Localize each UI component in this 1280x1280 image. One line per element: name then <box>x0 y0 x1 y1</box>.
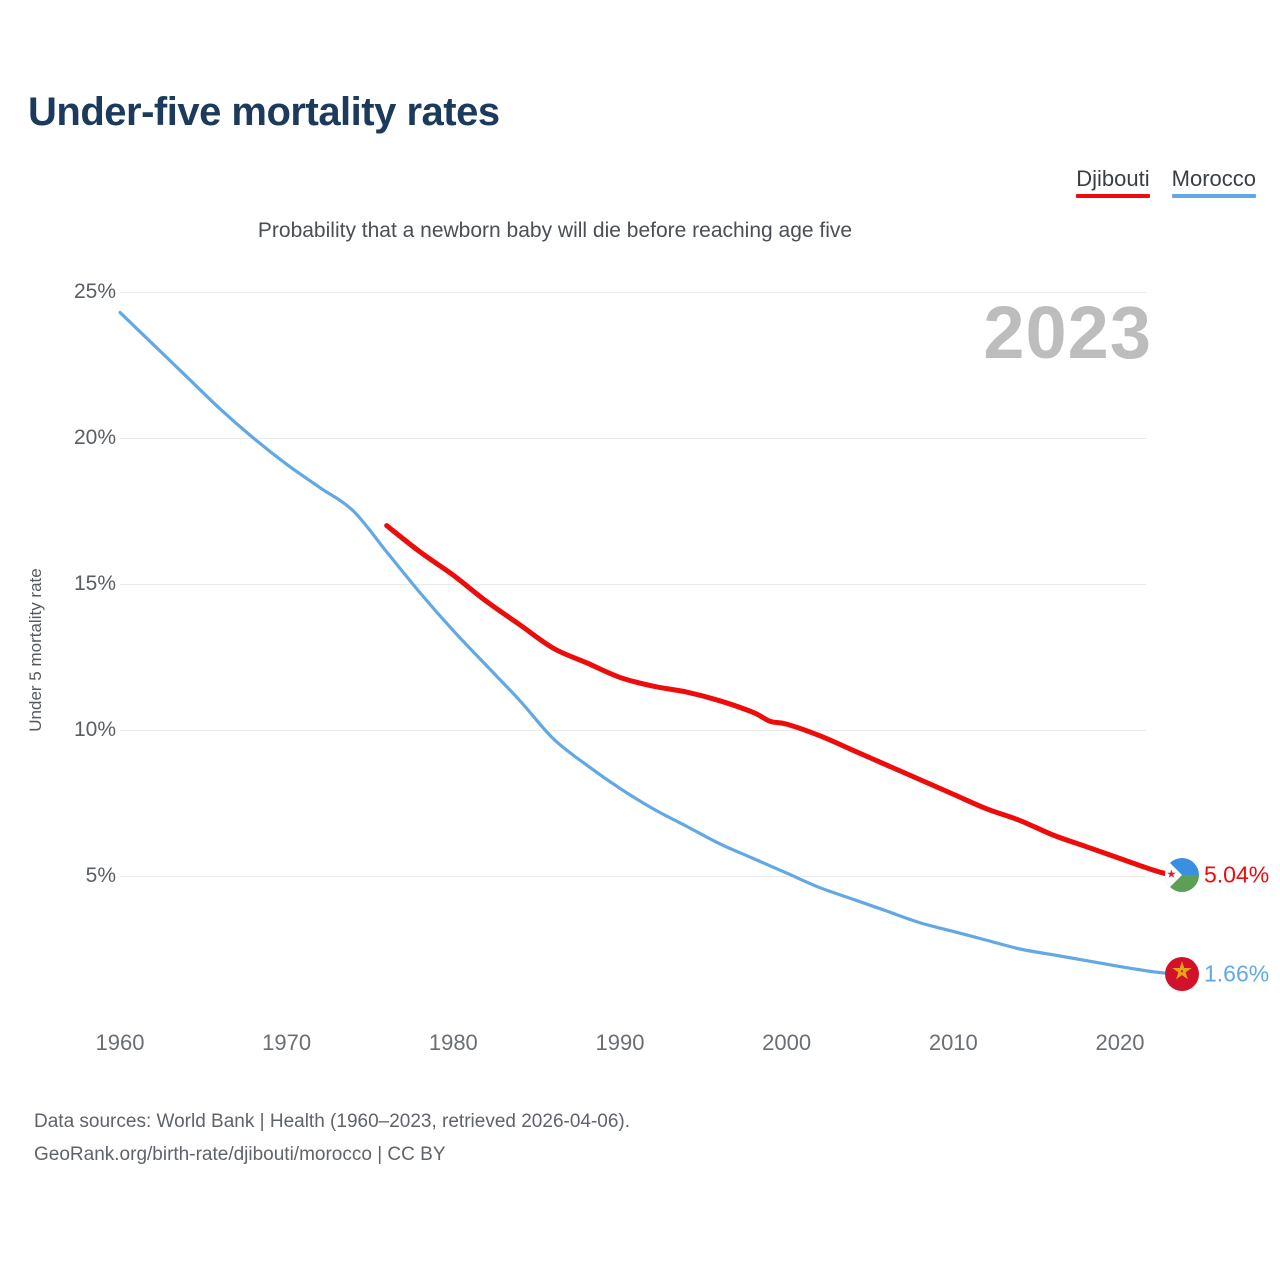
x-axis-tick-label: 1960 <box>95 1030 145 1055</box>
gridline <box>120 438 1146 439</box>
series-line-djibouti[interactable] <box>384 523 1173 878</box>
legend-rule-morocco <box>1171 194 1256 198</box>
year-watermark: 2023 <box>983 291 1152 374</box>
end-value-label-djibouti: 5.04% <box>1204 861 1270 888</box>
chart-legend: Djibouti Morocco <box>1076 166 1256 198</box>
gridline <box>120 584 1146 585</box>
morocco-flag-icon <box>1165 956 1199 991</box>
footer-attribution: GeoRank.org/birth-rate/djibouti/morocco … <box>34 1144 446 1165</box>
y-axis-tick-label: 20% <box>73 426 116 449</box>
legend-item-morocco[interactable]: Morocco <box>1171 166 1256 198</box>
footer-data-sources: Data sources: World Bank | Health (1960–… <box>34 1111 631 1132</box>
x-axis-tick-label: 2020 <box>1095 1030 1145 1055</box>
x-axis-tick-label: 1970 <box>262 1030 312 1055</box>
gridline <box>120 292 1146 293</box>
end-value-label-morocco: 1.66% <box>1204 960 1270 987</box>
x-axis-tick-label: 1990 <box>595 1030 645 1055</box>
x-axis-tick-label: 1980 <box>428 1030 478 1055</box>
chart-subtitle: Probability that a newborn baby will die… <box>257 219 853 242</box>
x-axis-tick-label: 2000 <box>762 1030 812 1055</box>
legend-item-djibouti[interactable]: Djibouti <box>1076 166 1150 198</box>
series-line-morocco[interactable] <box>118 310 1172 976</box>
legend-label-morocco: Morocco <box>1171 166 1256 191</box>
y-axis-tick-label: 10% <box>73 718 116 741</box>
y-axis-tick-label: 5% <box>85 864 116 887</box>
chart-footer: Data sources: World Bank | Health (1960–… <box>34 1105 630 1171</box>
x-axis-tick-label: 2010 <box>928 1030 978 1055</box>
gridline <box>120 730 1146 731</box>
legend-rule-djibouti <box>1076 194 1150 198</box>
y-axis-tick-label: 25% <box>73 280 116 303</box>
gridline <box>120 876 1146 877</box>
djibouti-flag-icon <box>1165 857 1199 892</box>
legend-label-djibouti: Djibouti <box>1076 166 1150 191</box>
y-axis-tick-label: 15% <box>73 572 116 595</box>
page-title: Under-five mortality rates <box>28 90 500 134</box>
